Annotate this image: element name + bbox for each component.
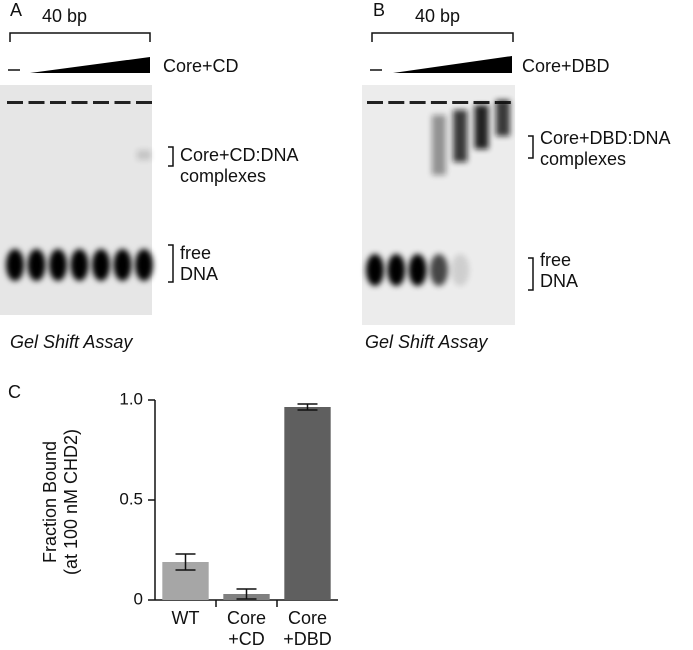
complex-label: Core+DBD:DNA complexes	[540, 128, 671, 169]
length-bracket	[9, 32, 151, 42]
error-bar	[236, 588, 257, 600]
free-band	[70, 249, 89, 281]
bar	[284, 407, 331, 600]
y-tick-label: 0.5	[119, 489, 143, 508]
complex-label: Core+CD:DNA complexes	[180, 145, 299, 186]
x-tick-label: Core +CD	[226, 608, 266, 649]
complex-band	[453, 110, 468, 162]
length-label: 40 bp	[42, 6, 88, 26]
assay-label: Gel Shift Assay	[10, 332, 133, 352]
titration-wedge	[30, 57, 150, 73]
protein-label: Core+CD	[163, 56, 239, 76]
gel-well	[473, 101, 490, 104]
complex-band	[495, 100, 510, 136]
complex-band	[474, 105, 489, 149]
free-band	[429, 254, 448, 286]
x-tick-label: WT	[171, 608, 200, 628]
gel-well	[367, 101, 383, 104]
y-tick-label: 0	[134, 589, 143, 608]
complex-band	[137, 150, 151, 160]
free-label: free DNA	[540, 250, 579, 291]
complex-band	[431, 115, 446, 175]
error-bar	[175, 553, 196, 571]
gel-well	[136, 101, 152, 104]
gel	[0, 85, 152, 315]
titration-wedge	[393, 56, 512, 73]
protein-label: Core+DBD	[522, 56, 610, 76]
free-band	[451, 254, 470, 286]
band-bracket	[168, 146, 174, 167]
free-band	[408, 254, 427, 286]
gel-well	[71, 101, 88, 104]
y-tick-label: 1.0	[119, 389, 143, 408]
band-bracket	[528, 257, 534, 291]
panel-letter: B	[373, 0, 386, 20]
gel-bands	[6, 100, 511, 286]
free-band	[113, 249, 132, 281]
gel-well	[452, 101, 469, 104]
free-band	[6, 249, 24, 281]
free-band	[366, 254, 384, 286]
error-bar	[297, 403, 318, 411]
free-band	[49, 249, 67, 281]
gel-well	[388, 101, 405, 104]
length-bracket	[371, 32, 514, 42]
gel-well	[50, 101, 66, 104]
band-bracket	[528, 135, 534, 159]
panel-letter: A	[10, 0, 23, 20]
y-axis-label: Fraction Bound (at 100 nM CHD2)	[40, 428, 81, 576]
gel-well	[409, 101, 426, 104]
band-bracket	[168, 244, 174, 283]
free-band	[27, 249, 46, 281]
gel-well	[28, 101, 45, 104]
free-label: free DNA	[180, 243, 219, 284]
panel-letter: C	[8, 382, 21, 402]
gel-well	[7, 101, 23, 104]
gel-well	[114, 101, 131, 104]
assay-label: Gel Shift Assay	[365, 332, 488, 352]
free-band	[387, 254, 406, 286]
brackets	[8, 32, 534, 291]
free-band	[92, 249, 110, 281]
gel-well	[93, 101, 109, 104]
gel-well	[430, 101, 447, 104]
free-band	[135, 249, 153, 281]
x-tick-label: Core +DBD	[283, 608, 332, 649]
length-label: 40 bp	[415, 6, 461, 26]
